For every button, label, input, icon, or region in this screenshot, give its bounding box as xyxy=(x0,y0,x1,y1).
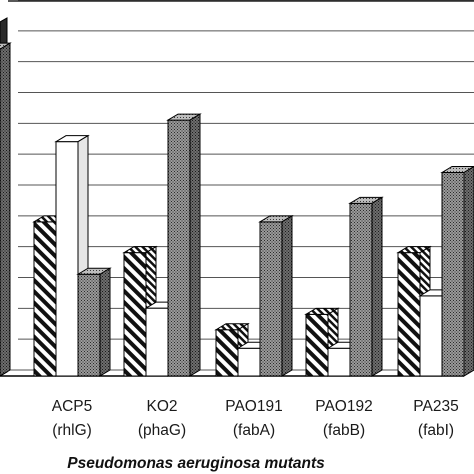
category-label: ACP5 xyxy=(52,398,93,415)
category-labels: ACP5 (rhlG) KO2 (phaG) PAO191 (fabA) PAO192 (fa… xyxy=(52,398,459,439)
category-sublabel: (fabI) xyxy=(418,422,454,439)
bar-pao192-dotted xyxy=(348,196,384,377)
bar-pao191-dotted xyxy=(258,214,294,377)
category-sublabel: (phaG) xyxy=(138,422,186,439)
bar-pa235-dotted xyxy=(440,165,474,377)
category-label: KO2 xyxy=(146,398,177,415)
category-label: PAO192 xyxy=(315,398,372,415)
category-sublabel: (fabA) xyxy=(233,422,275,439)
bars xyxy=(0,42,474,377)
bar-acp5-dotted xyxy=(76,267,112,377)
bar-partial-group xyxy=(0,42,12,377)
category-label: PAO191 xyxy=(225,398,282,415)
bar-ko2-dotted xyxy=(166,113,202,377)
category-label: PA235 xyxy=(413,398,458,415)
category-sublabel: (rhlG) xyxy=(52,422,92,439)
x-axis-title: Pseudomonas aeruginosa mutants xyxy=(67,455,325,472)
category-sublabel: (fabB) xyxy=(323,422,365,439)
